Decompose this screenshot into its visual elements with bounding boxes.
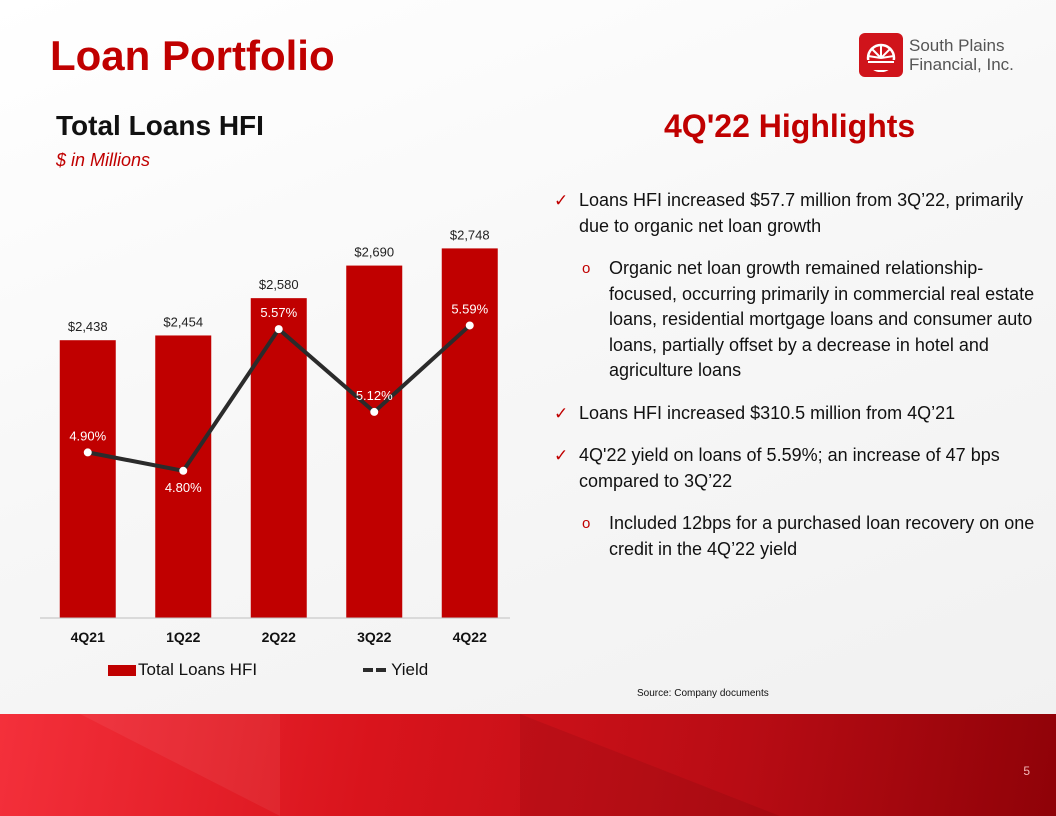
chart-legend: Total Loans HFI Yield (108, 660, 428, 680)
yield-value-label: 4.90% (69, 428, 106, 443)
highlight-item: ✓ 4Q'22 yield on loans of 5.59%; an incr… (552, 443, 1048, 494)
yield-value-label: 5.12% (356, 388, 393, 403)
highlight-subtext: Organic net loan growth remained relatio… (609, 258, 1035, 380)
yield-point (465, 321, 474, 330)
bar-1Q22 (155, 335, 212, 618)
bar-4Q22 (441, 248, 498, 618)
x-tick-label: 4Q22 (453, 629, 487, 645)
bar-3Q22 (346, 265, 403, 618)
bar-value-label: $2,690 (354, 245, 394, 260)
chart-units: $ in Millions (56, 150, 151, 170)
chart-title: Total Loans HFI (56, 110, 264, 141)
company-logo: South Plains Financial, Inc. (859, 32, 1029, 78)
x-tick-label: 2Q22 (262, 629, 296, 645)
loans-chart: $2,438 $2,454 $2,580 $2,690 $2,748 4.90% 4.80%… (40, 227, 510, 645)
highlight-text: 4Q'22 yield on loans of 5.59%; an increa… (579, 445, 1000, 491)
bar-4Q21 (59, 340, 116, 618)
sunburst-icon (859, 33, 903, 77)
circle-bullet-icon: o (582, 515, 591, 532)
legend-bar-swatch (108, 664, 136, 676)
circle-bullet-icon: o (582, 260, 591, 277)
highlights-title: 4Q'22 Highlights (664, 108, 916, 144)
check-icon: ✓ (554, 191, 569, 210)
highlight-subitem: o Organic net loan growth remained relat… (552, 256, 1048, 384)
highlight-text: Loans HFI increased $310.5 million from … (579, 402, 956, 423)
x-tick-label: 4Q21 (71, 629, 105, 645)
yield-point (370, 407, 379, 416)
x-tick-label: 3Q22 (357, 629, 391, 645)
logo-line-1: South Plains (909, 36, 1005, 55)
bar-2Q22 (250, 298, 307, 618)
yield-value-label: 4.80% (165, 480, 202, 495)
page-number: 5 (1023, 764, 1030, 778)
yield-point (274, 325, 283, 334)
bar-value-label: $2,438 (68, 319, 108, 334)
bar-value-label: $2,454 (163, 314, 203, 329)
legend-line-swatch (363, 668, 389, 672)
highlight-item: ✓ Loans HFI increased $310.5 million fro… (552, 401, 1048, 427)
bar-value-label: $2,748 (450, 227, 490, 242)
legend-bar-label: Total Loans HFI (138, 660, 258, 679)
legend-line-label: Yield (391, 660, 429, 679)
yield-value-label: 5.57% (260, 305, 297, 320)
x-tick-label: 1Q22 (166, 629, 200, 645)
page-title: Loan Portfolio (50, 32, 335, 79)
yield-point (83, 448, 92, 457)
check-icon: ✓ (554, 403, 569, 423)
logo-line-2: Financial, Inc. (909, 55, 1014, 74)
highlight-text: Loans HFI increased $57.7 million from 3… (579, 190, 1024, 236)
highlight-subitem: o Included 12bps for a purchased loan re… (552, 511, 1048, 562)
yield-point (179, 466, 188, 475)
check-icon: ✓ (554, 446, 569, 465)
footer-band: 5 (0, 714, 1056, 816)
bar-value-label: $2,580 (259, 277, 299, 292)
highlight-item: ✓ Loans HFI increased $57.7 million from… (552, 188, 1048, 239)
highlight-subtext: Included 12bps for a purchased loan reco… (609, 513, 1035, 559)
yield-value-label: 5.59% (451, 301, 488, 316)
source-note: Source: Company documents (637, 688, 769, 699)
highlights-list: ✓ Loans HFI increased $57.7 million from… (552, 188, 1048, 579)
